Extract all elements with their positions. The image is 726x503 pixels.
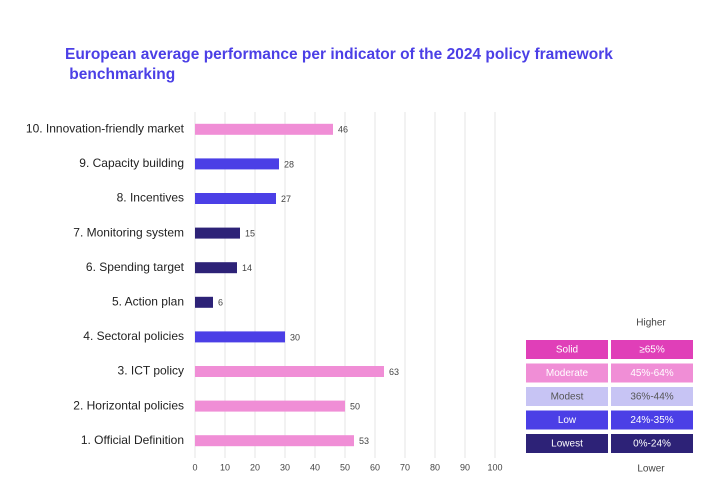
y-tick-label: 6. Spending target (86, 260, 185, 274)
legend-range: 0%-24% (633, 439, 671, 450)
y-tick-label: 10. Innovation-friendly market (26, 121, 185, 135)
legend-swatch (526, 340, 608, 359)
legend-range: 24%-35% (630, 415, 673, 426)
x-tick-label: 40 (310, 462, 320, 472)
legend-swatch (611, 363, 693, 383)
bar (195, 366, 384, 377)
x-tick-label: 50 (340, 462, 350, 472)
data-label: 63 (389, 367, 399, 377)
x-tick-label: 10 (220, 462, 230, 472)
y-tick-label: 4. Sectoral policies (83, 329, 184, 343)
y-tick-label: 9. Capacity building (79, 156, 184, 170)
data-label: 46 (338, 125, 348, 135)
data-label: 14 (242, 263, 252, 273)
x-tick-label: 100 (487, 462, 502, 472)
legend-swatch (526, 387, 608, 406)
data-label: 6 (218, 298, 223, 308)
legend-range: 45%-64% (630, 368, 673, 379)
legend-range: 36%-44% (630, 392, 673, 403)
legend-range: ≥65% (639, 345, 665, 356)
legend-top-label: Higher (636, 318, 666, 329)
x-tick-label: 20 (250, 462, 260, 472)
legend-swatch (526, 410, 608, 430)
data-label: 15 (245, 228, 255, 238)
bar (195, 227, 240, 239)
bar (195, 435, 354, 447)
legend-name: Solid (556, 345, 578, 356)
x-tick-label: 0 (192, 462, 197, 472)
data-label: 53 (359, 436, 369, 446)
y-tick-label: 2. Horizontal policies (73, 398, 184, 412)
bar (195, 262, 237, 274)
legend-name: Moderate (546, 368, 589, 379)
bar (195, 296, 213, 308)
chart-title: European average performance per indicat… (65, 46, 613, 83)
x-tick-label: 60 (370, 462, 380, 472)
legend-swatch (611, 387, 693, 406)
bar (195, 193, 276, 204)
legend-swatch (611, 434, 693, 453)
y-tick-label: 7. Monitoring system (73, 225, 184, 239)
y-tick-label: 5. Action plan (112, 294, 184, 308)
data-label: 28 (284, 159, 294, 169)
legend-swatch (526, 363, 608, 383)
x-tick-label: 90 (460, 462, 470, 472)
x-tick-label: 80 (430, 462, 440, 472)
data-label: 50 (350, 401, 360, 411)
x-tick-label: 70 (400, 462, 410, 472)
data-label: 27 (281, 194, 291, 204)
legend-bottom-label: Lower (637, 464, 665, 475)
legend-swatch (611, 340, 693, 359)
y-tick-label: 3. ICT policy (118, 364, 184, 378)
bar (195, 331, 285, 343)
bar (195, 158, 279, 170)
bar (195, 123, 333, 135)
data-label: 30 (290, 332, 300, 342)
legend-name: Low (558, 415, 577, 426)
x-tick-label: 30 (280, 462, 290, 472)
y-tick-label: 1. Official Definition (81, 433, 184, 447)
y-tick-label: 8. Incentives (117, 191, 184, 205)
legend-name: Lowest (551, 439, 583, 450)
bar (195, 400, 345, 412)
legend-swatch (611, 410, 693, 430)
legend-name: Modest (551, 392, 584, 403)
legend-swatch (526, 434, 608, 453)
